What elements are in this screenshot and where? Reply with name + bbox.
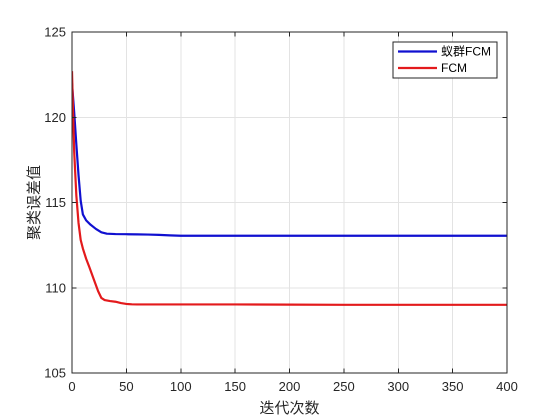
legend-label-2: FCM xyxy=(441,61,467,75)
y-tick-label: 105 xyxy=(44,366,66,381)
x-tick-label: 400 xyxy=(496,379,518,394)
x-tick-label: 200 xyxy=(279,379,301,394)
series-line-2 xyxy=(72,71,507,306)
x-axis-label: 迭代次数 xyxy=(259,399,319,417)
series-group xyxy=(72,71,507,306)
grid-lines xyxy=(72,32,507,373)
y-tick-labels: 105 110 115 120 125 xyxy=(44,25,66,381)
y-tick-label: 110 xyxy=(45,280,66,295)
y-tick-label: 125 xyxy=(44,25,66,40)
x-tick-label: 0 xyxy=(68,379,75,394)
series-line-1 xyxy=(72,83,507,237)
x-tick-labels: 0 50 100 150 200 250 300 350 400 xyxy=(68,379,517,394)
x-tick-label: 150 xyxy=(224,379,246,394)
x-tick-label: 300 xyxy=(387,379,409,394)
y-axis-label: 聚类误差值 xyxy=(25,165,43,240)
x-tick-label: 100 xyxy=(170,379,192,394)
legend-label-1: 蚁群FCM xyxy=(441,45,491,59)
tick-marks xyxy=(71,31,508,374)
y-tick-label: 115 xyxy=(45,195,66,210)
legend-box xyxy=(392,41,498,79)
legend: 蚁群FCM FCM xyxy=(392,41,498,79)
x-tick-label: 350 xyxy=(442,379,464,394)
x-tick-label: 50 xyxy=(119,379,133,394)
y-tick-label: 120 xyxy=(44,110,66,125)
x-tick-label: 250 xyxy=(333,379,355,394)
